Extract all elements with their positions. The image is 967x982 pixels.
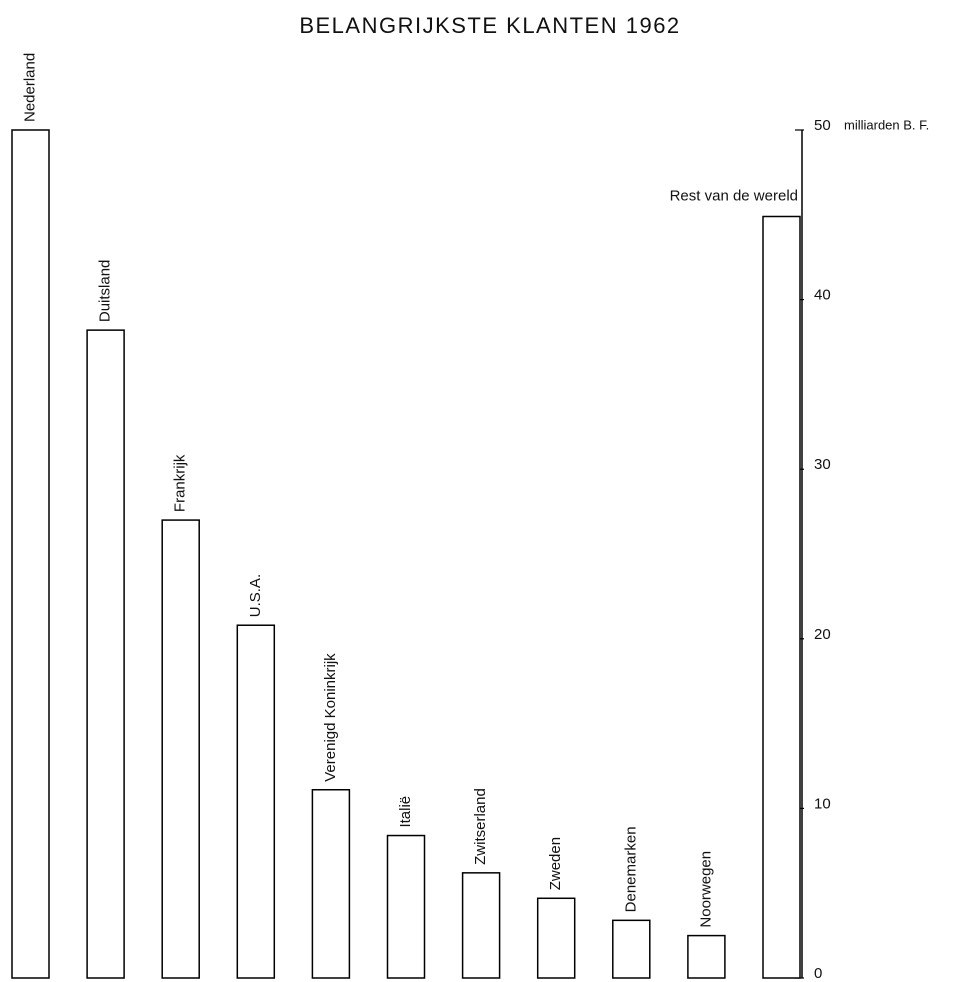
y-tick-label: 10 (814, 795, 831, 812)
bar (11, 129, 50, 979)
bar (161, 519, 200, 979)
bar-label: Italië (397, 796, 414, 828)
bar (311, 788, 351, 979)
bar-label: Zwitserland (472, 788, 489, 865)
bar (762, 215, 801, 979)
bar-label: Zweden (547, 837, 564, 890)
y-tick-label: 20 (814, 626, 831, 643)
bar (612, 919, 651, 979)
bar-label: Frankrijk (172, 454, 189, 512)
bar-label: Denemarken (622, 826, 639, 912)
bar (236, 624, 276, 979)
y-tick-label: 40 (814, 287, 831, 304)
y-tick-label: 30 (814, 456, 831, 473)
bar-label: Duitsland (97, 260, 114, 323)
bar-label: U.S.A. (247, 574, 264, 617)
bar (536, 897, 576, 979)
y-axis-label: milliarden B. F. (844, 117, 929, 132)
bar-label: Nederland (21, 53, 38, 122)
bar (461, 872, 501, 979)
bar-label: Verenigd Koninkrijk (322, 653, 339, 782)
bar (86, 329, 125, 979)
chart-title: BELANGRIJKSTE KLANTEN 1962 (299, 13, 680, 38)
bar (386, 834, 426, 979)
bar-label: Rest van de wereld (670, 187, 798, 204)
y-tick-label: 0 (814, 965, 822, 982)
bar (687, 934, 726, 979)
bar-label: Noorwegen (697, 851, 714, 928)
y-tick-label: 50 (814, 117, 831, 134)
